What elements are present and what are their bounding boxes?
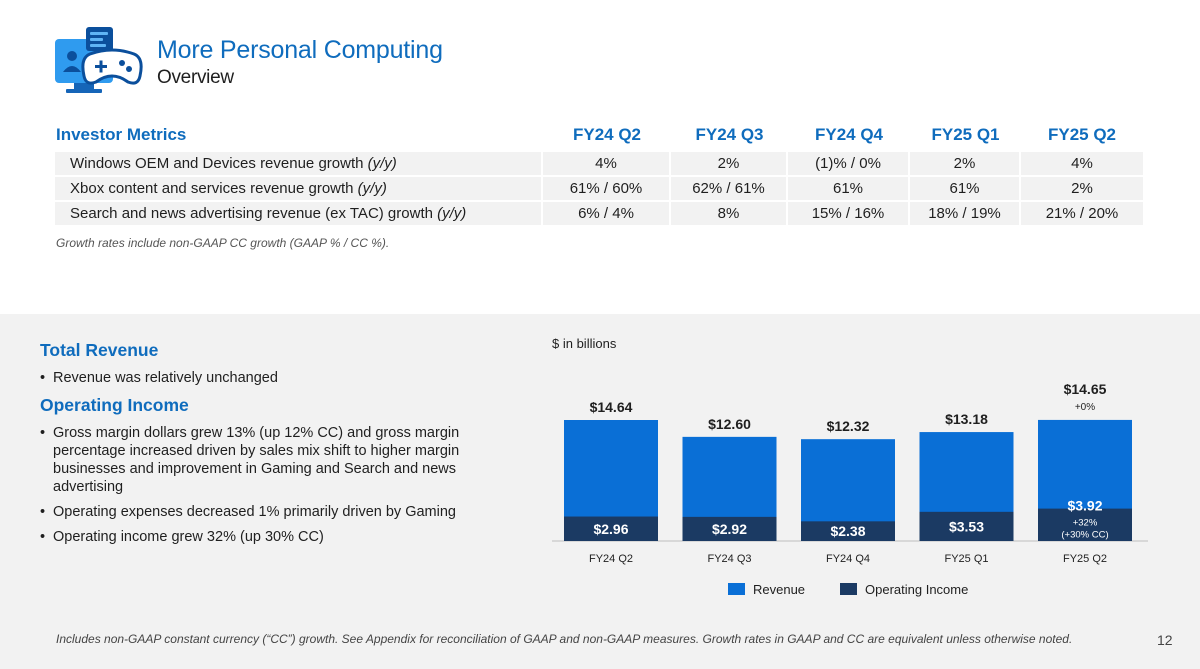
- operating-income-heading: Operating Income: [40, 395, 189, 415]
- legend-label: Revenue: [753, 582, 806, 597]
- revenue-growth-label: +0%: [1075, 402, 1095, 413]
- operating-income-bar: [682, 516, 777, 541]
- operating-income-data-label: $3.92: [1067, 498, 1102, 514]
- gaming-computer-icon: [55, 27, 143, 93]
- investor-metrics-table: Investor Metrics FY24 Q2 FY24 Q3 FY24 Q4…: [55, 118, 1143, 227]
- row-label-suffix: (y/y): [437, 205, 467, 222]
- operating-income-growth-label: +32%: [1073, 518, 1098, 529]
- table-cell: 61%: [910, 177, 1021, 200]
- table-cell: 2%: [910, 152, 1021, 175]
- legend-label: Operating Income: [865, 582, 969, 597]
- row-label-text: Windows OEM and Devices revenue growth: [70, 155, 368, 172]
- table-cell: 4%: [1021, 152, 1143, 175]
- total-revenue-bullets: Revenue was relatively unchanged: [40, 369, 490, 387]
- chart-unit-label: $ in billions: [552, 336, 617, 351]
- x-tick-label: FY24 Q2: [589, 553, 633, 565]
- revenue-data-label: $12.60: [708, 416, 751, 432]
- list-item: Operating income grew 32% (up 30% CC): [40, 528, 490, 546]
- operating-income-bar: [919, 511, 1014, 541]
- x-tick-label: FY24 Q4: [826, 553, 870, 565]
- operating-income-bar: [801, 521, 895, 541]
- revenue-data-label: $12.32: [827, 418, 870, 434]
- table-cell: 15% / 16%: [788, 202, 910, 225]
- row-label-suffix: (y/y): [357, 180, 387, 197]
- table-row: Xbox content and services revenue growth…: [55, 177, 1143, 200]
- column-header: FY25 Q1: [931, 125, 1000, 144]
- footer-note: Includes non-GAAP constant currency (“CC…: [56, 632, 1073, 646]
- table-cell: (1)% / 0%: [788, 152, 910, 175]
- table-row: Windows OEM and Devices revenue growth (…: [55, 152, 1143, 175]
- chart-plot: $14.64 $2.96 FY24 Q2 $12.60 $2.92 FY24 Q3 $12.…: [552, 381, 1148, 565]
- table-cell: 6% / 4%: [543, 202, 671, 225]
- table-cell: 61%: [788, 177, 910, 200]
- page-number: 12: [1157, 632, 1173, 648]
- revenue-chart: $ in billions $14.64 $2.96 FY24 Q2 $12.60 $2…: [540, 334, 1160, 624]
- table-row: Search and news advertising revenue (ex …: [55, 202, 1143, 225]
- table-cell: 2%: [1021, 177, 1143, 200]
- operating-income-bullets: Gross margin dollars grew 13% (up 12% CC…: [40, 424, 490, 546]
- table-cell: 2%: [671, 152, 788, 175]
- lower-panel: Total Revenue Revenue was relatively unc…: [0, 314, 1200, 669]
- row-label: Windows OEM and Devices revenue growth (…: [55, 152, 543, 175]
- operating-income-data-label: $2.96: [593, 521, 628, 537]
- table-header-row: Investor Metrics FY24 Q2 FY24 Q3 FY24 Q4…: [55, 120, 1143, 150]
- table-cell: 18% / 19%: [910, 202, 1021, 225]
- growth-rate-note: Growth rates include non-GAAP CC growth …: [56, 236, 390, 250]
- legend-swatch-operating-income: [840, 583, 857, 595]
- x-tick-label: FY25 Q2: [1063, 553, 1107, 565]
- total-revenue-heading: Total Revenue: [40, 340, 159, 360]
- commentary: Total Revenue Revenue was relatively unc…: [40, 340, 490, 553]
- column-header: FY24 Q4: [814, 125, 884, 144]
- column-header: FY24 Q3: [695, 125, 764, 144]
- operating-income-bar: [1038, 508, 1132, 541]
- legend-item-revenue: Revenue: [728, 582, 805, 597]
- revenue-data-label: $14.65: [1064, 381, 1107, 397]
- x-tick-label: FY24 Q3: [707, 553, 751, 565]
- table-cell: 62% / 61%: [671, 177, 788, 200]
- operating-income-data-label: $2.38: [830, 523, 865, 539]
- legend-swatch-revenue: [728, 583, 745, 595]
- table-cell: 4%: [543, 152, 671, 175]
- table-cell: 61% / 60%: [543, 177, 671, 200]
- operating-income-growth-cc-label: (+30% CC): [1061, 530, 1108, 541]
- revenue-data-label: $14.64: [590, 399, 633, 415]
- legend-item-operating-income: Operating Income: [840, 582, 968, 597]
- revenue-data-label: $13.18: [945, 411, 988, 427]
- table-cell: 21% / 20%: [1021, 202, 1143, 225]
- column-header: Investor Metrics: [56, 125, 187, 144]
- list-item: Revenue was relatively unchanged: [40, 369, 490, 387]
- x-tick-label: FY25 Q1: [944, 553, 988, 565]
- operating-income-bar: [564, 516, 658, 541]
- operating-income-data-label: $2.92: [712, 521, 747, 537]
- row-label: Search and news advertising revenue (ex …: [55, 202, 543, 225]
- row-label-text: Search and news advertising revenue (ex …: [70, 205, 438, 222]
- row-label-suffix: (y/y): [367, 155, 397, 172]
- slide-header: More Personal Computing Overview: [52, 24, 752, 96]
- page-subtitle: Overview: [157, 67, 234, 88]
- list-item: Operating expenses decreased 1% primaril…: [40, 503, 490, 521]
- row-label-text: Xbox content and services revenue growth: [70, 180, 358, 197]
- row-label: Xbox content and services revenue growth…: [55, 177, 543, 200]
- column-header: FY25 Q2: [1047, 125, 1117, 144]
- operating-income-data-label: $3.53: [949, 518, 984, 534]
- list-item: Gross margin dollars grew 13% (up 12% CC…: [40, 424, 490, 496]
- table-cell: 8%: [671, 202, 788, 225]
- column-header: FY24 Q2: [572, 125, 642, 144]
- page-title: More Personal Computing: [157, 36, 443, 64]
